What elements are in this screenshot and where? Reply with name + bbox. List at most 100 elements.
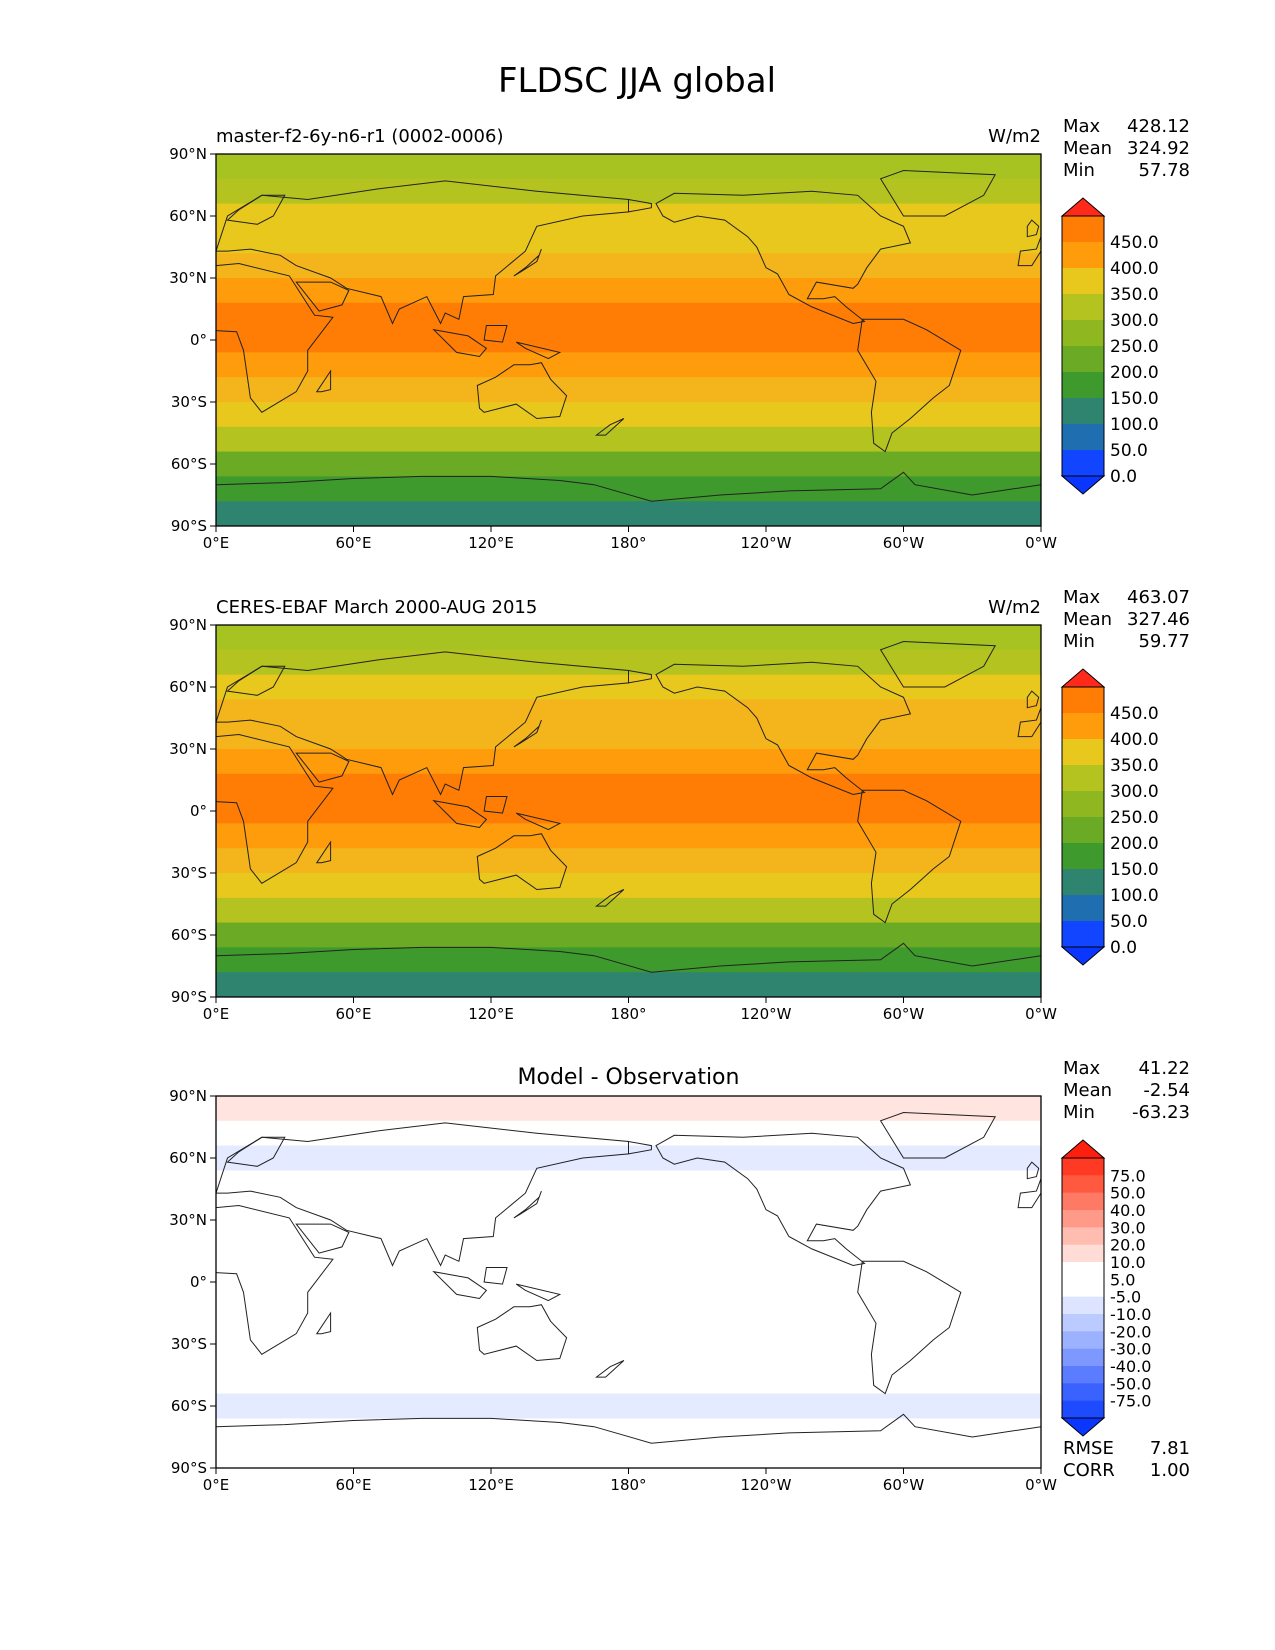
lat-tick-label: 60°S: [171, 926, 207, 944]
coastline: [216, 942, 1041, 997]
lon-tick-label: 60°W: [883, 534, 925, 552]
field-band: [216, 302, 1041, 329]
panel-obs: 90°N 60°N 30°N 0° 30°S 60°S 90°S0°E 60°E 120°E 18…: [169, 587, 1190, 1023]
lat-tick-label: 90°S: [171, 517, 207, 535]
lon-tick-label: 0°W: [1025, 1476, 1057, 1494]
coastline: [476, 1304, 568, 1362]
coastline: [1026, 219, 1040, 238]
field-band: [216, 154, 1041, 180]
coastline: [515, 812, 562, 831]
colorbar-over-extension: [1060, 197, 1106, 217]
colorbar-frame: [1061, 1157, 1105, 1419]
colorbar-segment: [1062, 294, 1104, 321]
field-band: [216, 451, 1041, 477]
colorbar-segment: [1062, 869, 1104, 896]
stat-label: Min: [1063, 160, 1095, 181]
coastline: [476, 833, 568, 891]
coastline: [857, 318, 962, 453]
colorbar-frame: [1061, 686, 1105, 948]
colorbar-tick-label: -40.0: [1110, 1357, 1151, 1376]
colorbar-segment: [1062, 424, 1104, 451]
colorbar-segment: [1062, 1158, 1104, 1176]
stat-value: -2.54: [1143, 1080, 1190, 1101]
colorbar-tick-label: -10.0: [1110, 1305, 1151, 1324]
lat-tick-label: 30°N: [169, 269, 207, 287]
stat-value: -63.23: [1132, 1102, 1190, 1123]
lat-tick-label: 90°N: [169, 145, 207, 163]
field-band: [216, 377, 1041, 403]
coastline: [857, 1260, 962, 1395]
field-band: [216, 749, 1041, 775]
colorbar-segment: [1062, 1227, 1104, 1246]
stat-label: Max: [1063, 116, 1101, 137]
colorbar-tick-label: 0.0: [1110, 938, 1137, 958]
coastline: [226, 194, 286, 225]
lon-tick-label: 120°W: [741, 534, 792, 552]
field-band: [216, 773, 1041, 800]
colorbar-tick-label: 400.0: [1110, 730, 1159, 750]
coastline: [1017, 1178, 1041, 1209]
coastline: [1026, 690, 1040, 709]
field-band: [216, 476, 1041, 502]
lon-tick-label: 60°E: [335, 1476, 371, 1494]
colorbar-tick-label: 40.0: [1110, 1201, 1146, 1220]
lon-tick-label: 60°W: [883, 1476, 925, 1494]
field-band: [216, 798, 1041, 824]
coastline: [628, 198, 652, 213]
coastline: [432, 1270, 488, 1300]
stat-value: 7.81: [1150, 1438, 1190, 1459]
stat-label: RMSE: [1063, 1438, 1114, 1459]
field-band: [216, 1220, 1041, 1246]
coastline: [315, 1311, 332, 1335]
coastline: [857, 789, 962, 924]
field-band: [216, 699, 1041, 725]
field-band: [216, 873, 1041, 899]
colorbar-diff: 75.050.040.030.020.010.05.0-5.0-10.0-20.…: [1060, 1139, 1151, 1437]
panel-left-title: CERES-EBAF March 2000-AUG 2015: [216, 597, 537, 618]
colorbar-segment: [1062, 1383, 1104, 1402]
lat-tick-label: 60°S: [171, 455, 207, 473]
colorbar-tick-label: 75.0: [1110, 1166, 1146, 1185]
field-band: [216, 1443, 1041, 1468]
lat-tick-label: 0°: [190, 331, 207, 349]
coastline: [879, 640, 997, 688]
colorbar-segment: [1062, 713, 1104, 740]
lat-tick-label: 60°N: [169, 207, 207, 225]
coastline: [476, 362, 568, 420]
coastline: [515, 341, 562, 360]
field-band: [216, 625, 1041, 651]
field-band: [216, 402, 1041, 428]
field-band: [216, 426, 1041, 453]
coastline: [432, 799, 488, 829]
lon-tick-label: 180°: [610, 1005, 646, 1023]
field-band: [216, 848, 1041, 874]
lat-tick-label: 90°S: [171, 1459, 207, 1477]
coastline: [483, 325, 508, 343]
coastline: [515, 1283, 562, 1302]
colorbar-segment: [1062, 1244, 1104, 1263]
colorbar-tick-label: -5.0: [1110, 1288, 1141, 1307]
lat-tick-label: 60°S: [171, 1397, 207, 1415]
colorbar-tick-label: 100.0: [1110, 886, 1159, 906]
colorbar-segment: [1062, 817, 1104, 844]
colorbar-tick-label: 150.0: [1110, 860, 1159, 880]
coastline: [655, 661, 912, 796]
colorbar-under-extension: [1060, 1417, 1106, 1437]
colorbar-under-extension: [1060, 475, 1106, 495]
colorbar-segment: [1062, 1314, 1104, 1332]
coastline: [432, 328, 488, 358]
colorbar-tick-label: 50.0: [1110, 1184, 1146, 1203]
lat-tick-label: 90°S: [171, 988, 207, 1006]
coastline: [879, 169, 997, 217]
colorbar-segment: [1062, 895, 1104, 922]
coastline: [594, 889, 625, 907]
colorbar-tick-label: 300.0: [1110, 782, 1159, 802]
lon-tick-label: 60°W: [883, 1005, 925, 1023]
colorbar-tick-label: 0.0: [1110, 467, 1137, 487]
colorbar-over-extension: [1060, 668, 1106, 688]
panel-diff: 90°N 60°N 30°N 0° 30°S 60°S 90°S0°E 60°E 120°E 18…: [169, 1058, 1190, 1494]
colorbar-segment: [1062, 1175, 1104, 1194]
stat-label: Mean: [1063, 1080, 1112, 1101]
coastline: [1017, 236, 1041, 267]
colorbar-tick-label: 30.0: [1110, 1218, 1146, 1237]
